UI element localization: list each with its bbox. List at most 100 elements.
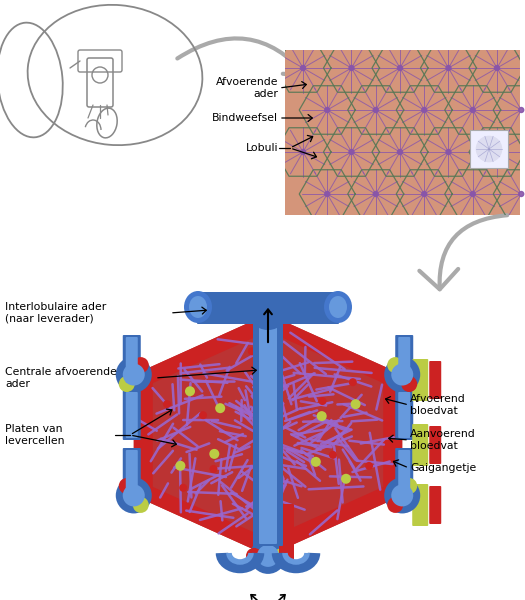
Circle shape — [319, 397, 327, 405]
Circle shape — [119, 478, 135, 494]
Circle shape — [163, 400, 171, 408]
Circle shape — [373, 107, 378, 113]
Circle shape — [248, 347, 256, 355]
FancyBboxPatch shape — [279, 504, 294, 561]
Circle shape — [397, 65, 403, 70]
FancyBboxPatch shape — [123, 448, 141, 498]
Text: Bindweefsel: Bindweefsel — [212, 113, 278, 123]
Circle shape — [446, 65, 451, 70]
Circle shape — [257, 545, 279, 567]
Circle shape — [349, 65, 354, 70]
Text: Platen van
levercellen: Platen van levercellen — [5, 424, 65, 446]
Circle shape — [373, 191, 378, 196]
Circle shape — [387, 497, 403, 513]
Circle shape — [519, 107, 524, 113]
Circle shape — [384, 478, 420, 514]
FancyBboxPatch shape — [429, 426, 441, 464]
Circle shape — [133, 357, 149, 373]
Circle shape — [179, 484, 187, 492]
FancyBboxPatch shape — [395, 448, 413, 498]
Circle shape — [275, 485, 282, 493]
Circle shape — [325, 107, 330, 113]
Circle shape — [254, 377, 261, 385]
Ellipse shape — [254, 312, 282, 330]
Text: Interlobulaire ader
(naar leverader): Interlobulaire ader (naar leverader) — [5, 302, 106, 324]
Polygon shape — [268, 487, 402, 556]
Circle shape — [209, 449, 219, 459]
Ellipse shape — [324, 291, 352, 323]
Circle shape — [250, 538, 286, 574]
FancyArrowPatch shape — [419, 215, 507, 289]
Circle shape — [185, 386, 195, 396]
FancyBboxPatch shape — [395, 335, 413, 385]
Circle shape — [119, 376, 135, 392]
FancyBboxPatch shape — [398, 337, 410, 383]
Circle shape — [476, 136, 502, 162]
FancyBboxPatch shape — [412, 359, 428, 401]
Circle shape — [116, 356, 152, 392]
Circle shape — [280, 515, 288, 523]
Circle shape — [391, 484, 413, 506]
FancyArrowPatch shape — [177, 38, 308, 76]
Text: Afvoerend
bloedvat: Afvoerend bloedvat — [410, 394, 466, 416]
Circle shape — [391, 364, 413, 386]
Circle shape — [387, 357, 403, 373]
Circle shape — [246, 306, 262, 322]
FancyBboxPatch shape — [429, 486, 441, 524]
Ellipse shape — [184, 291, 212, 323]
Circle shape — [365, 462, 373, 470]
Circle shape — [401, 376, 417, 392]
Circle shape — [215, 403, 225, 413]
Circle shape — [470, 191, 475, 196]
Circle shape — [116, 478, 152, 514]
FancyBboxPatch shape — [412, 484, 428, 526]
Circle shape — [311, 457, 321, 467]
Circle shape — [209, 465, 217, 473]
FancyBboxPatch shape — [126, 392, 138, 438]
Ellipse shape — [189, 296, 207, 318]
Circle shape — [349, 149, 354, 154]
Circle shape — [325, 191, 330, 196]
Circle shape — [274, 306, 290, 322]
Circle shape — [329, 451, 337, 459]
Circle shape — [257, 303, 279, 325]
FancyBboxPatch shape — [197, 292, 339, 324]
Circle shape — [123, 484, 145, 506]
FancyBboxPatch shape — [398, 450, 410, 496]
Circle shape — [384, 356, 420, 392]
Text: Aanvoerend
bloedvat: Aanvoerend bloedvat — [410, 429, 476, 451]
Circle shape — [495, 149, 499, 154]
Circle shape — [317, 411, 327, 421]
Circle shape — [446, 149, 451, 154]
Polygon shape — [383, 374, 402, 496]
Ellipse shape — [329, 296, 347, 318]
Circle shape — [470, 107, 475, 113]
Circle shape — [349, 378, 357, 386]
Circle shape — [269, 384, 279, 394]
Text: Gaigangetje: Gaigangetje — [410, 463, 476, 473]
Circle shape — [397, 149, 403, 154]
Polygon shape — [134, 487, 268, 556]
Circle shape — [123, 364, 145, 386]
Circle shape — [254, 505, 264, 515]
Circle shape — [495, 65, 499, 70]
Circle shape — [250, 296, 286, 332]
Circle shape — [257, 476, 267, 486]
Text: Afvoerende
ader: Afvoerende ader — [215, 77, 278, 99]
Polygon shape — [134, 374, 153, 496]
FancyBboxPatch shape — [395, 390, 413, 440]
Circle shape — [246, 548, 262, 564]
Circle shape — [422, 191, 427, 196]
Circle shape — [519, 191, 524, 196]
FancyBboxPatch shape — [123, 390, 141, 440]
Circle shape — [272, 355, 282, 365]
FancyBboxPatch shape — [412, 424, 428, 466]
FancyBboxPatch shape — [398, 392, 410, 438]
Circle shape — [199, 411, 207, 419]
Circle shape — [133, 497, 149, 513]
FancyBboxPatch shape — [123, 335, 141, 385]
Polygon shape — [134, 314, 402, 556]
Polygon shape — [268, 314, 402, 383]
Circle shape — [341, 474, 351, 484]
Circle shape — [351, 399, 361, 409]
